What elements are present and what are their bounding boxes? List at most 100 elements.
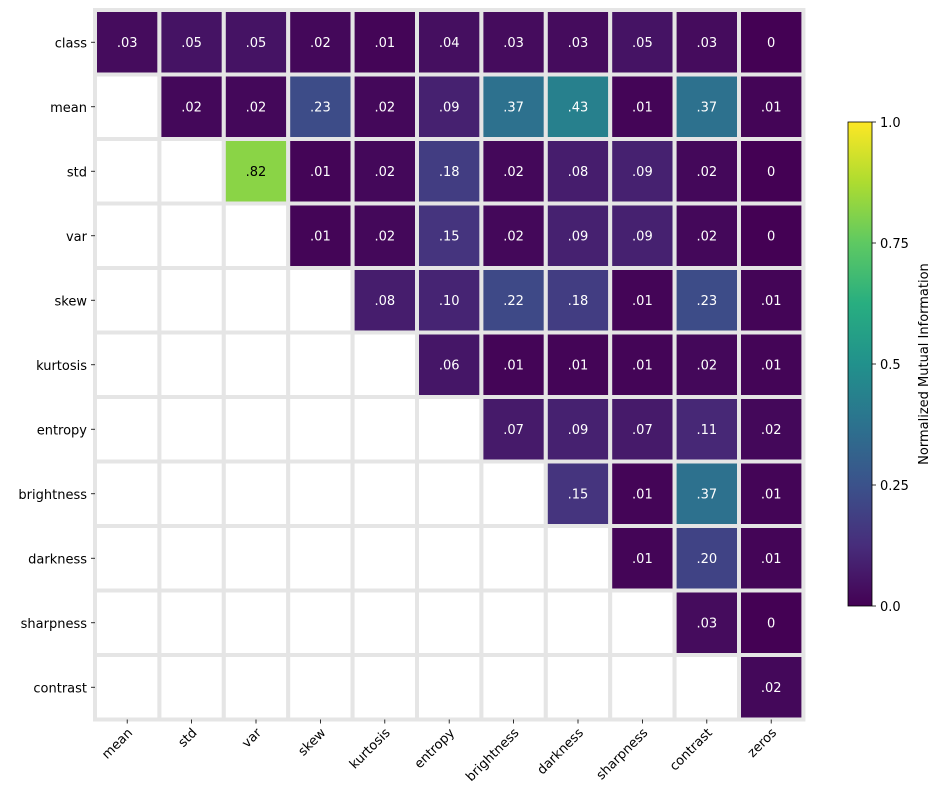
heatmap-cell	[350, 72, 420, 141]
heatmap-empty-cell	[286, 395, 355, 464]
heatmap-empty-cell	[157, 395, 226, 464]
cell-value-label: .10	[439, 294, 460, 309]
heatmap-empty-cell	[286, 588, 355, 657]
plot-area: .03 .05 .05 .02 .01 .04 .03 .03 .05 .03 0 .02 .02 .23…	[93, 8, 806, 722]
heatmap-empty-cell	[350, 395, 420, 464]
heatmap-empty-cell	[350, 653, 420, 722]
cell-value-label: .11	[696, 423, 717, 438]
heatmap-empty-cell	[93, 330, 162, 399]
heatmap-empty-cell	[157, 653, 226, 722]
cell-value-label: .37	[696, 100, 717, 115]
cell-value-label: .01	[632, 100, 653, 115]
colorbar-tick-label: 0.75	[880, 237, 909, 252]
cell-value-label: .02	[374, 165, 395, 180]
heatmap-cell	[737, 459, 806, 528]
cell-value-label: .09	[632, 165, 653, 180]
cell-value-label: .01	[761, 358, 782, 373]
heatmap-cell	[737, 266, 806, 335]
cell-value-label: .37	[503, 100, 524, 115]
x-tick-label: darkness	[535, 726, 587, 778]
heatmap-empty-cell	[415, 524, 484, 593]
heatmap-cell	[737, 395, 806, 464]
heatmap-empty-cell	[350, 588, 420, 657]
heatmap-empty-cell	[93, 395, 162, 464]
cell-value-label: .23	[696, 294, 717, 309]
heatmap-cell	[350, 266, 420, 335]
heatmap-empty-cell	[221, 201, 291, 270]
cell-value-label: .02	[374, 100, 395, 115]
heatmap-empty-cell	[479, 459, 548, 528]
heatmap-empty-cell	[221, 653, 291, 722]
y-tick-label: skew	[55, 294, 88, 309]
heatmap-cell	[286, 72, 355, 141]
heatmap-cell	[608, 266, 677, 335]
heatmap-empty-cell	[479, 653, 548, 722]
cell-value-label: .01	[761, 100, 782, 115]
heatmap-empty-cell	[157, 137, 226, 206]
x-axis: mean std var skew kurtosis entropy brightness d…	[99, 719, 780, 785]
heatmap-empty-cell	[286, 524, 355, 593]
cell-value-label: .09	[632, 229, 653, 244]
cell-value-label: .03	[503, 36, 524, 51]
cell-value-label: 0	[767, 165, 775, 180]
heatmap-empty-cell	[93, 201, 162, 270]
heatmap-cell	[737, 330, 806, 399]
cell-value-label: 0	[767, 229, 775, 244]
heatmap-empty-cell	[415, 395, 484, 464]
cell-value-label: .05	[246, 36, 267, 51]
colorbar-gradient	[847, 121, 873, 607]
heatmap-empty-cell	[157, 588, 226, 657]
heatmap-empty-cell	[157, 459, 226, 528]
heatmap-empty-cell	[608, 588, 677, 657]
cell-value-label: .07	[503, 423, 524, 438]
heatmap-cell	[608, 72, 677, 141]
y-tick-label: sharpness	[21, 617, 88, 632]
cell-value-label: .20	[696, 552, 717, 567]
cell-value-label: .02	[503, 229, 524, 244]
cell-value-label: .02	[374, 229, 395, 244]
cell-value-label: .01	[374, 36, 395, 51]
x-tick-label: zeros	[745, 726, 780, 761]
x-tick-label: sharpness	[594, 726, 652, 784]
heatmap-empty-cell	[93, 72, 162, 141]
heatmap-empty-cell	[286, 459, 355, 528]
cell-value-label: .01	[761, 552, 782, 567]
cell-value-label: .02	[503, 165, 524, 180]
y-tick-label: var	[66, 230, 88, 245]
heatmap-empty-cell	[93, 653, 162, 722]
cell-value-label: .03	[568, 36, 589, 51]
heatmap-cell	[737, 588, 806, 657]
heatmap-empty-cell	[350, 524, 420, 593]
heatmap-empty-cell	[93, 459, 162, 528]
heatmap-cell	[672, 588, 741, 657]
cell-value-label: .01	[632, 552, 653, 567]
heatmap-empty-cell	[93, 588, 162, 657]
cell-value-label: .82	[246, 165, 267, 180]
colorbar-tick-label: 0.25	[880, 479, 909, 494]
x-tick-label: std	[176, 726, 201, 751]
y-tick-label: brightness	[18, 488, 87, 503]
x-tick-label: entropy	[412, 726, 458, 772]
cell-value-label: .02	[761, 681, 782, 696]
heatmap-cell	[608, 459, 677, 528]
heatmap-cell	[672, 8, 741, 77]
heatmap-cell	[672, 330, 741, 399]
heatmap-empty-cell	[221, 266, 291, 335]
heatmap-cell	[157, 72, 226, 141]
x-tick-label: contrast	[667, 726, 716, 775]
y-tick-label: darkness	[28, 552, 87, 567]
cell-value-label: .01	[632, 487, 653, 502]
heatmap-empty-cell	[543, 653, 613, 722]
x-tick-label: var	[239, 725, 265, 751]
heatmap-empty-cell	[286, 653, 355, 722]
cell-value-label: .08	[568, 165, 589, 180]
heatmap-cell	[415, 137, 484, 206]
x-tick-label: brightness	[463, 726, 522, 785]
y-tick-label: class	[55, 36, 87, 51]
cell-value-label: .01	[568, 358, 589, 373]
cell-value-label: .23	[310, 100, 331, 115]
heatmap-empty-cell	[479, 588, 548, 657]
cell-value-label: .01	[310, 165, 331, 180]
heatmap-empty-cell	[221, 330, 291, 399]
